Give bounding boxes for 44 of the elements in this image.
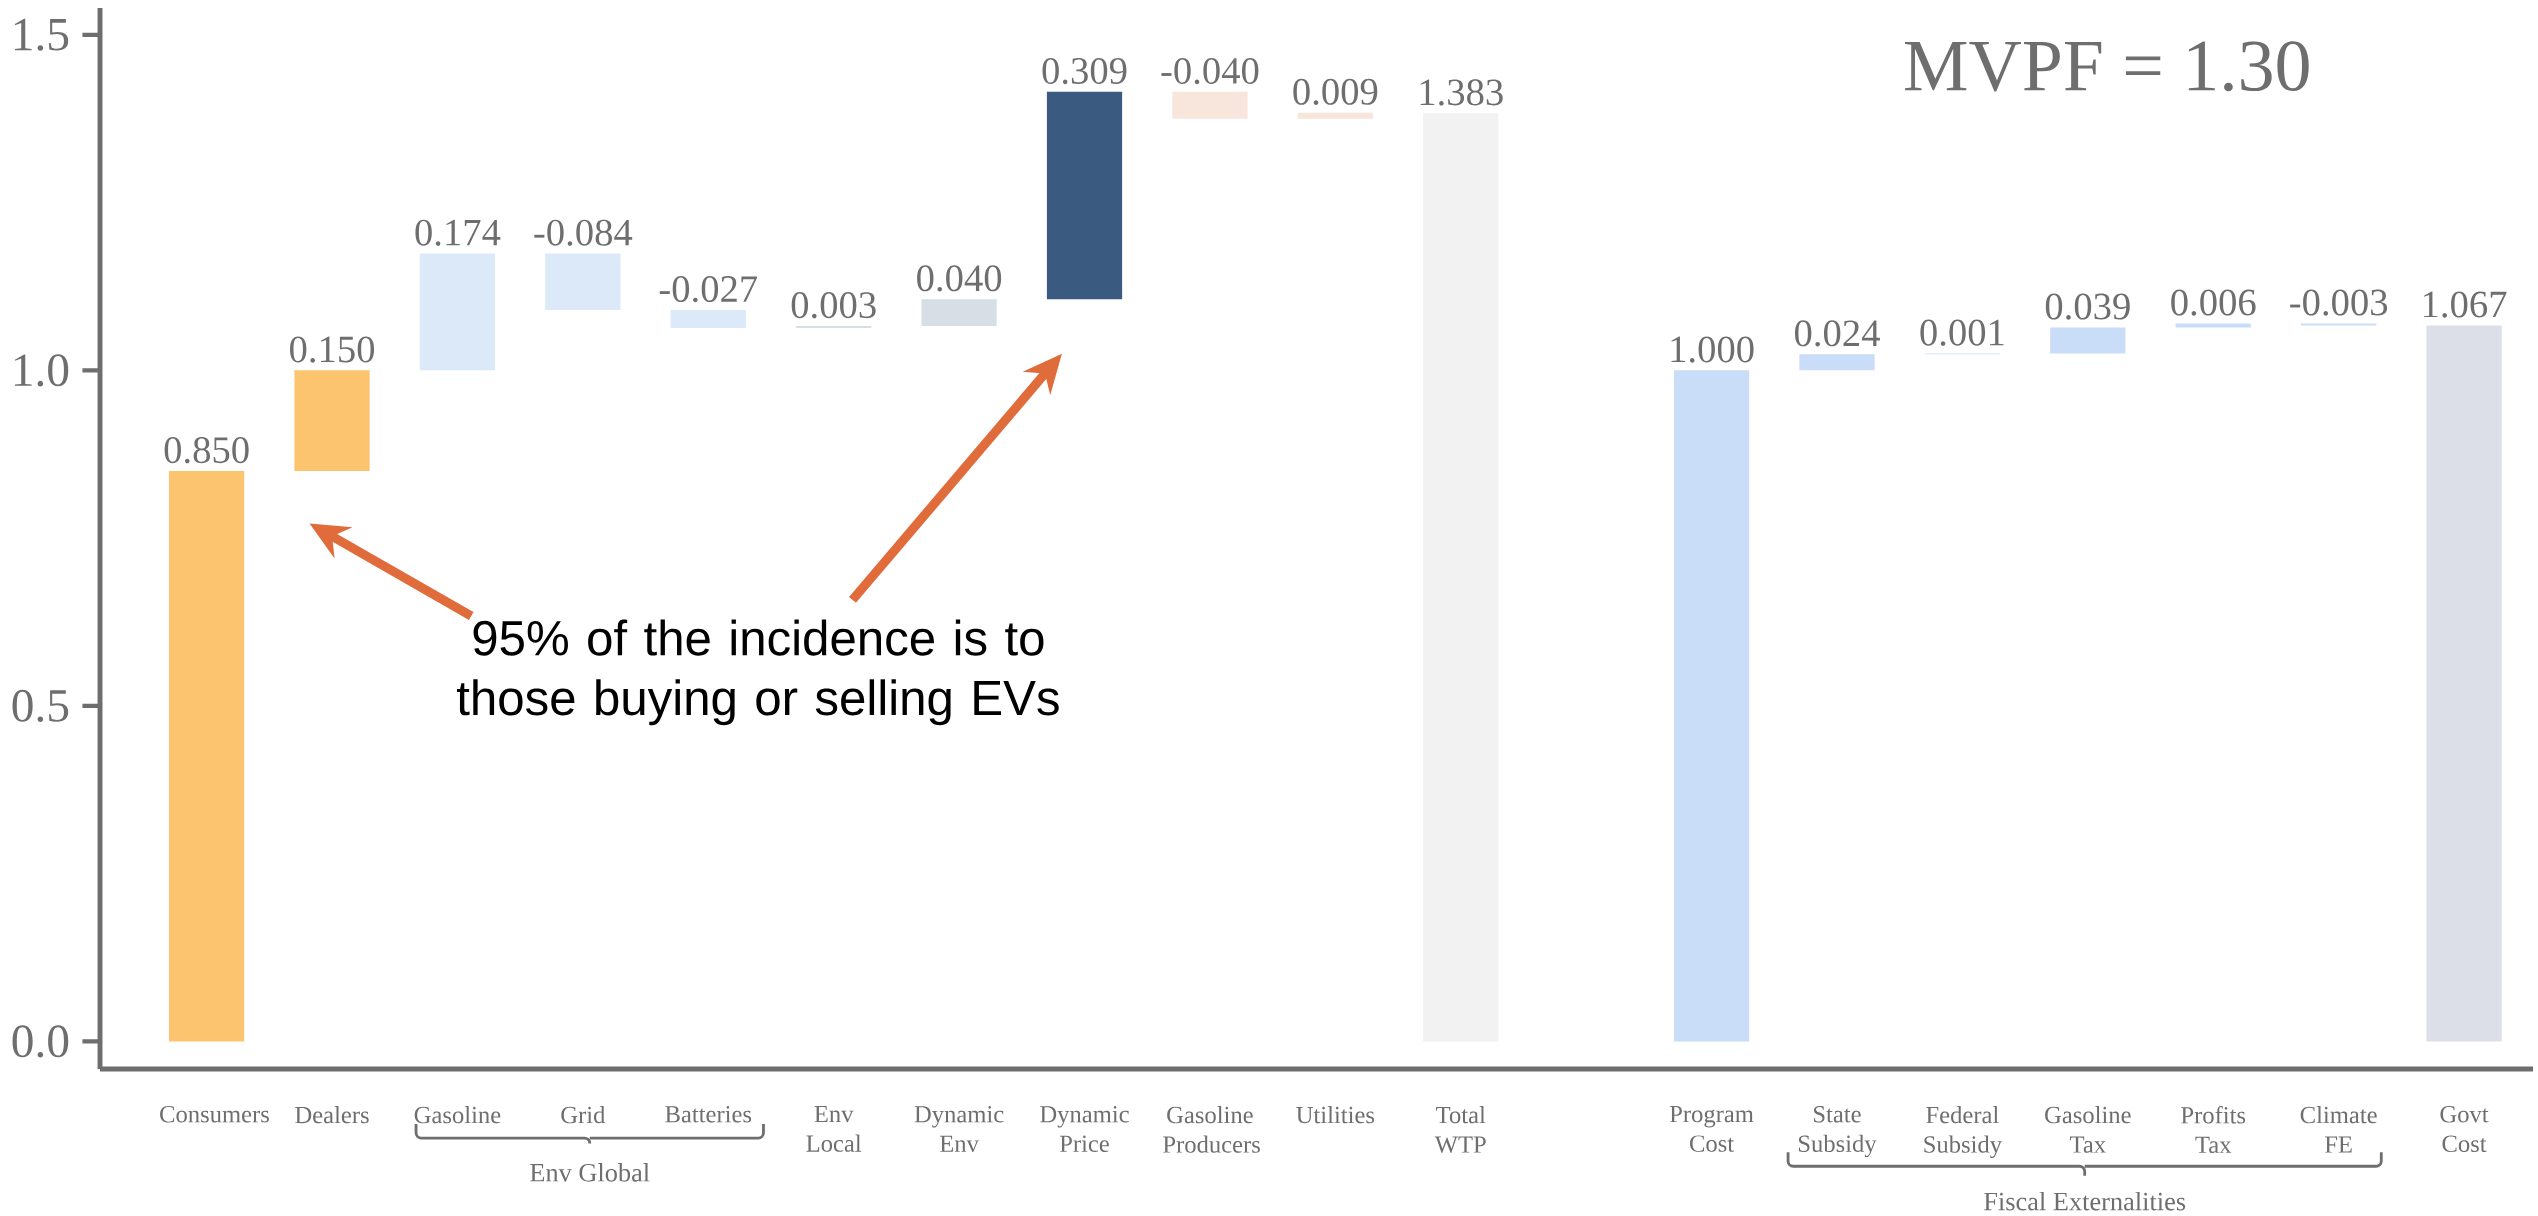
y-tick-label: 0.0 [12,1025,69,1058]
data-label: 0.150 [290,336,375,363]
data-label: 0.040 [917,265,1002,292]
x-tick-label: Climate FE [2300,1106,2377,1153]
x-tick-label: Utilities [1296,1106,1375,1124]
data-label: 0.024 [1794,320,1880,347]
data-label: 1.000 [1671,336,1754,363]
data-label: 0.850 [164,437,249,464]
data-label: 1.383 [1420,79,1503,106]
x-tick-label: Batteries [665,1106,752,1123]
data-label: -0.027 [659,276,758,303]
data-label: -0.003 [2290,289,2388,316]
text: Fiscal Externalities [1984,1191,2186,1211]
annotation: 95% of the incidence is to those buying or selling EVs [456,619,1059,726]
data-label: 1.067 [2423,291,2507,318]
x-tick-label: Grid [561,1106,606,1124]
data-label: 0.039 [2045,293,2130,320]
x-tick-label: Federal Subsidy [1924,1106,2002,1158]
x-tick-label: Govt Cost [2440,1106,2489,1153]
x-tick-label: Env Local [806,1106,862,1152]
x-tick-label: Dynamic Env [914,1106,1004,1153]
x-tick-label: State Subsidy [1798,1106,1877,1158]
y-tick-label: 0.5 [12,689,69,723]
x-tick-label: Gasoline Tax [2045,1106,2131,1153]
x-tick-label: Consumers [160,1106,269,1123]
x-tick-label: Dynamic Price [1040,1106,1129,1153]
x-tick-label: Gasoline [414,1106,501,1124]
y-tick-label: 1.0 [14,354,69,387]
annotation: MVPF = 1.30 [1905,41,2309,92]
data-label: 0.309 [1042,57,1127,85]
x-tick-label: Program Cost [1669,1106,1754,1152]
data-label: 0.003 [791,292,876,319]
data-label: 0.174 [415,219,501,246]
y-tick-label: 1.5 [14,18,69,51]
x-tick-label: Dealers [295,1106,369,1124]
text: Env Global [530,1163,650,1182]
x-tick-label: Total WTP [1434,1106,1486,1153]
data-label: -0.084 [534,219,633,246]
x-tick-label: Profits Tax [2181,1106,2246,1154]
data-label: 0.006 [2171,289,2256,316]
x-tick-label: Gasoline Producers [1163,1106,1260,1153]
data-label: 0.001 [1920,319,2004,346]
data-label: -0.040 [1161,57,1259,85]
data-label: 0.009 [1293,78,1378,105]
